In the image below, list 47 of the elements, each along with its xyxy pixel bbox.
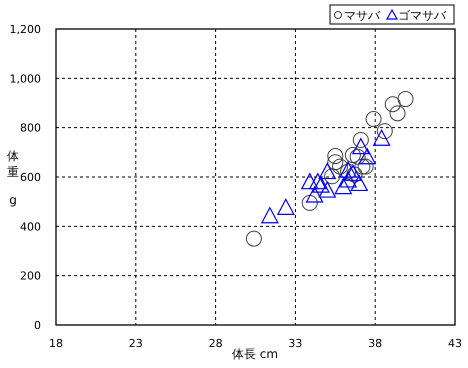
point [327,148,344,164]
point [350,148,366,165]
point [344,147,361,164]
point [327,154,344,170]
point [318,162,336,180]
y-tick-label: 800 [20,122,41,135]
point [352,138,370,154]
point [352,132,369,148]
point [332,158,348,175]
point [324,168,340,184]
point [384,96,401,112]
point [339,171,357,188]
y-tick-label: 0 [34,319,41,332]
point [376,123,393,140]
point [372,130,390,146]
point [246,230,262,247]
point [312,176,330,193]
x-tick-label: 18 [49,337,63,350]
point [309,173,326,190]
point [306,186,324,203]
point [277,198,294,215]
x-tick-label: 43 [448,337,462,350]
point [358,148,376,164]
y-tick-label: 600 [20,171,41,184]
legend-label: マサバ [344,8,381,22]
y-axis-title: 体重 g [7,149,19,207]
x-tick-label: 28 [208,337,223,350]
point [366,111,382,128]
x-axis-title: 体長 cm [232,347,278,361]
point [302,194,318,211]
point [390,105,406,122]
point [358,158,374,175]
x-tick-label: 23 [128,337,143,350]
y-tick-label: 1,000 [10,72,41,86]
x-tick-label: 33 [288,337,302,350]
point [354,158,370,175]
point [301,173,318,190]
x-tick-label: 38 [368,337,382,350]
y-tick-label: 200 [20,270,41,283]
y-tick-label: 400 [20,220,41,234]
point [261,207,278,224]
point [350,174,368,192]
point [318,181,336,198]
y-tick-label: 1,200 [10,23,41,36]
point [398,91,414,108]
point [334,178,352,194]
legend-label: ゴマサバ [398,8,447,22]
